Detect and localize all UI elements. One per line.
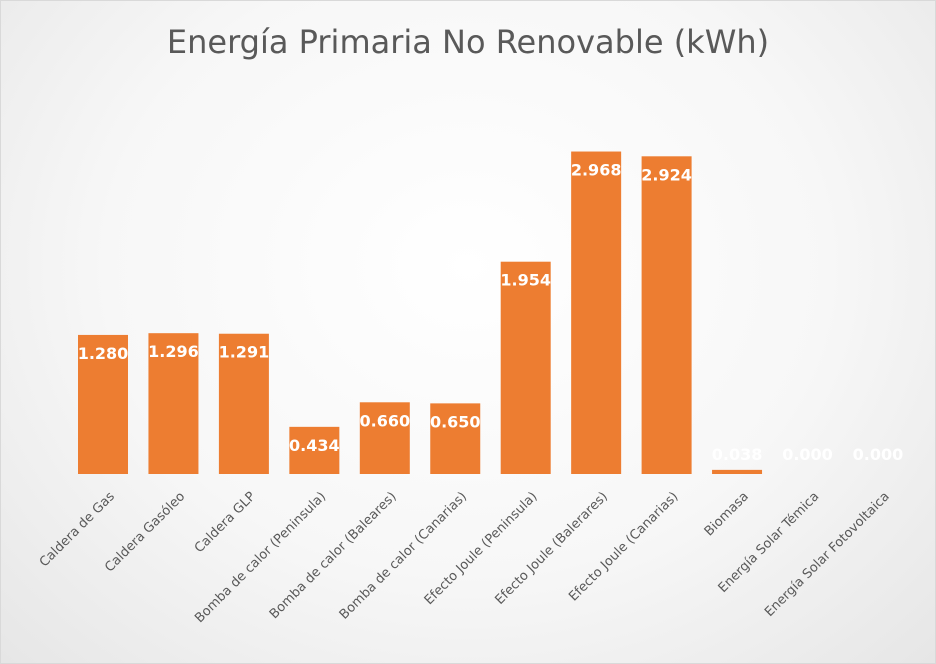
bar-7	[571, 151, 622, 474]
chart-title: Energía Primaria No Renovable (kWh)	[166, 23, 770, 61]
data-label-8: 2.924	[641, 165, 692, 184]
data-label-7: 2.968	[571, 161, 622, 180]
bar-9	[712, 469, 763, 474]
data-label-4: 0.660	[359, 411, 410, 430]
category-label-0: Caldera de Gas	[37, 489, 118, 570]
data-label-3: 0.434	[289, 436, 340, 455]
data-label-1: 1.296	[148, 342, 199, 361]
data-label-0: 1.280	[78, 344, 129, 363]
bar-8	[641, 156, 692, 474]
category-label-9: Biomasa	[702, 489, 752, 539]
category-label-11: Energía Solar Fotovoltaica	[762, 489, 893, 620]
data-label-5: 0.650	[430, 412, 481, 431]
bar-4	[359, 402, 410, 474]
bar-1	[148, 333, 199, 474]
bar-3	[289, 426, 340, 474]
data-label-11: 0.000	[853, 445, 904, 464]
category-label-6: Efecto Joule (Peninsula)	[422, 489, 541, 608]
category-label-3: Bomba de calor (Peninsula)	[192, 489, 329, 626]
bar-6	[500, 261, 551, 474]
category-label-5: Bomba de calor (Canarias)	[337, 489, 470, 622]
data-label-6: 1.954	[500, 271, 551, 290]
data-label-2: 1.291	[219, 343, 270, 362]
bar-0	[78, 334, 128, 474]
category-label-4: Bomba de calor (Baleares)	[267, 489, 400, 622]
category-label-7: Efecto Joule (Balerares)	[492, 489, 611, 608]
bar-5	[430, 403, 481, 474]
category-label-2: Caldera GLP	[192, 489, 259, 556]
bar-2	[218, 333, 269, 474]
data-label-10: 0.000	[782, 445, 833, 464]
data-label-9: 0.038	[712, 445, 763, 464]
